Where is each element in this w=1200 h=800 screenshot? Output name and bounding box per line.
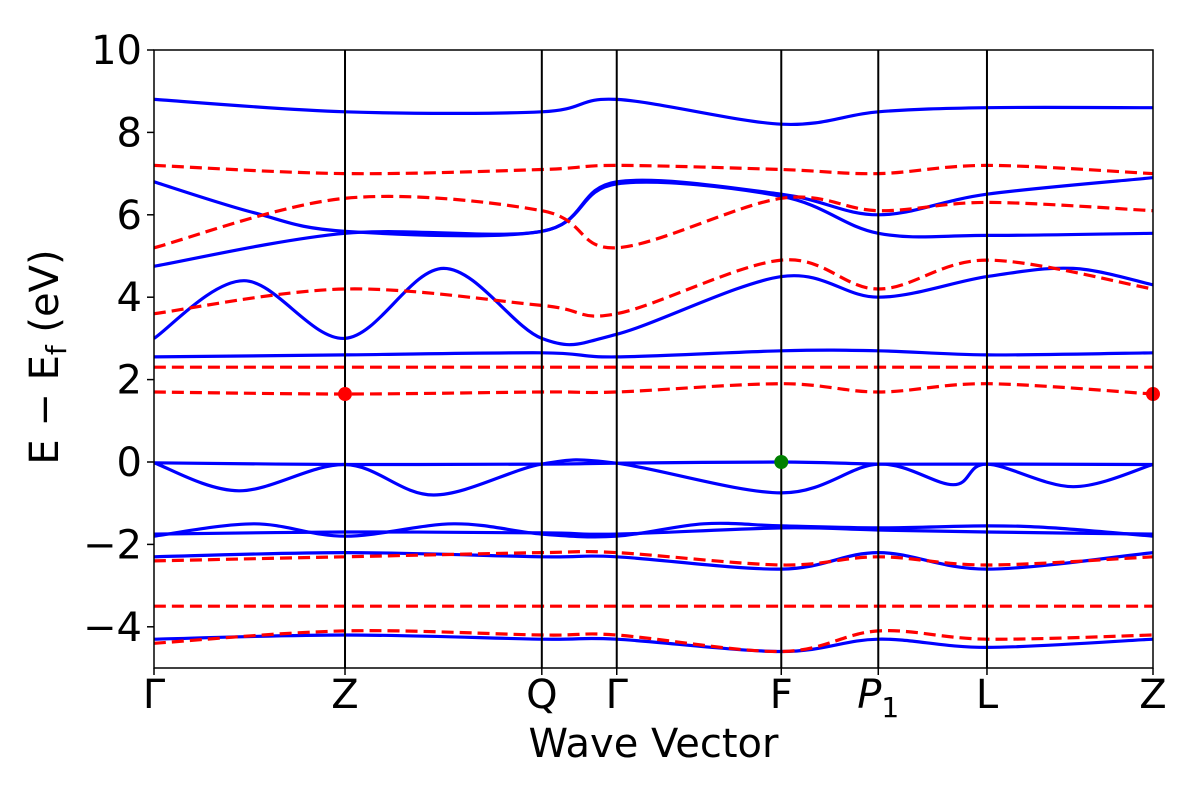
spin-up-band-0 bbox=[154, 460, 1153, 467]
spin-up-band-8 bbox=[154, 97, 1153, 127]
spin-up-band-9 bbox=[154, 633, 1153, 654]
x-tick-label-6: L bbox=[976, 672, 999, 718]
spin-down-band-15 bbox=[154, 163, 1153, 176]
x-tick-label-2: Q bbox=[526, 672, 557, 718]
spin-up-band-6 bbox=[154, 180, 1153, 268]
y-tick-label: −4 bbox=[83, 605, 142, 651]
y-tick-label: 4 bbox=[117, 275, 142, 321]
x-tick-label-0: Γ bbox=[143, 672, 166, 718]
spin-up-band-3 bbox=[154, 521, 1153, 539]
x-tick-label-3: Γ bbox=[606, 672, 629, 718]
spin-up-band-10 bbox=[154, 551, 1153, 571]
spin-down-band-13 bbox=[154, 258, 1153, 318]
x-axis-ticks: Γ Z Q Γ F P1 L Z bbox=[143, 668, 1167, 724]
x-tick-label-4: F bbox=[770, 672, 793, 718]
band-lines bbox=[154, 97, 1153, 654]
y-tick-label: −2 bbox=[83, 522, 142, 568]
spin-up-band-1 bbox=[154, 458, 1153, 497]
y-tick-label: 8 bbox=[117, 110, 142, 156]
spin-down-band-11 bbox=[154, 382, 1153, 396]
y-tick-label: 2 bbox=[117, 358, 142, 404]
y-tick-label: 6 bbox=[117, 193, 142, 239]
x-tick-label-5: P1 bbox=[857, 672, 899, 724]
cbm-marker bbox=[338, 387, 353, 402]
y-tick-label: 0 bbox=[117, 440, 142, 486]
x-tick-label-7: Z bbox=[1139, 672, 1166, 718]
band-edge-markers bbox=[338, 387, 1160, 469]
y-axis-label: E − Ef (eV) bbox=[22, 249, 73, 464]
spin-up-band-5 bbox=[154, 266, 1153, 347]
x-tick-label-1: Z bbox=[331, 672, 358, 718]
plot-frame bbox=[153, 49, 1154, 669]
spin-up-band-7 bbox=[154, 176, 1153, 238]
spin-down-band-14 bbox=[154, 194, 1153, 250]
spin-up-band-4 bbox=[154, 348, 1153, 359]
y-tick-label: 10 bbox=[91, 28, 142, 74]
y-axis-ticks: −4 −2 0 2 4 6 8 10 bbox=[83, 28, 154, 651]
x-axis-label: Wave Vector bbox=[529, 721, 780, 767]
kpoint-dividers bbox=[344, 50, 988, 668]
vbm-marker bbox=[774, 455, 789, 469]
